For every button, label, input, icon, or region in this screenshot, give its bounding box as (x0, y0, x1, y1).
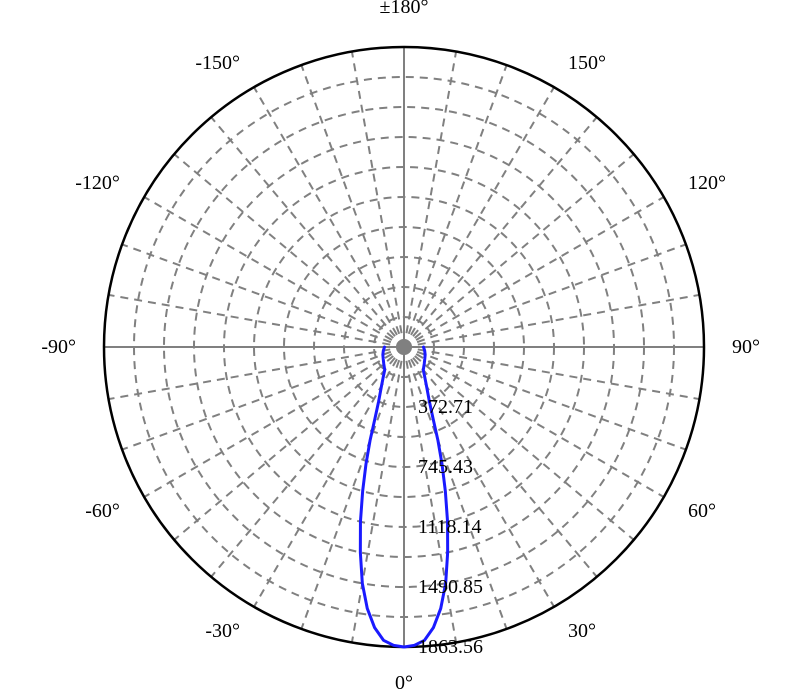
radial-tick-label: 372.71 (418, 396, 473, 418)
angle-label: -30° (205, 620, 240, 642)
polar-chart-container: ±180° 150° 120° 90° 60° 30° 0° -30° -60° -90° -120… (0, 0, 809, 695)
angle-label: 60° (688, 500, 716, 522)
angle-label: -90° (41, 336, 76, 358)
angle-label: -60° (85, 500, 120, 522)
angle-label: 90° (732, 336, 760, 358)
polar-chart: ±180° 150° 120° 90° 60° 30° 0° -30° -60° -90° -120… (0, 0, 809, 695)
angle-label: -150° (195, 52, 240, 74)
angle-label: 150° (568, 52, 606, 74)
radial-tick-label: 1118.14 (418, 516, 482, 538)
radial-tick-label: 1863.56 (418, 636, 483, 658)
angle-label: ±180° (380, 0, 429, 18)
radial-tick-label: 1490.85 (418, 576, 483, 598)
angle-label: 0° (395, 672, 413, 694)
radial-tick-label: 745.43 (418, 456, 473, 478)
angle-label: 120° (688, 172, 726, 194)
angle-label: -120° (75, 172, 120, 194)
angle-label: 30° (568, 620, 596, 642)
